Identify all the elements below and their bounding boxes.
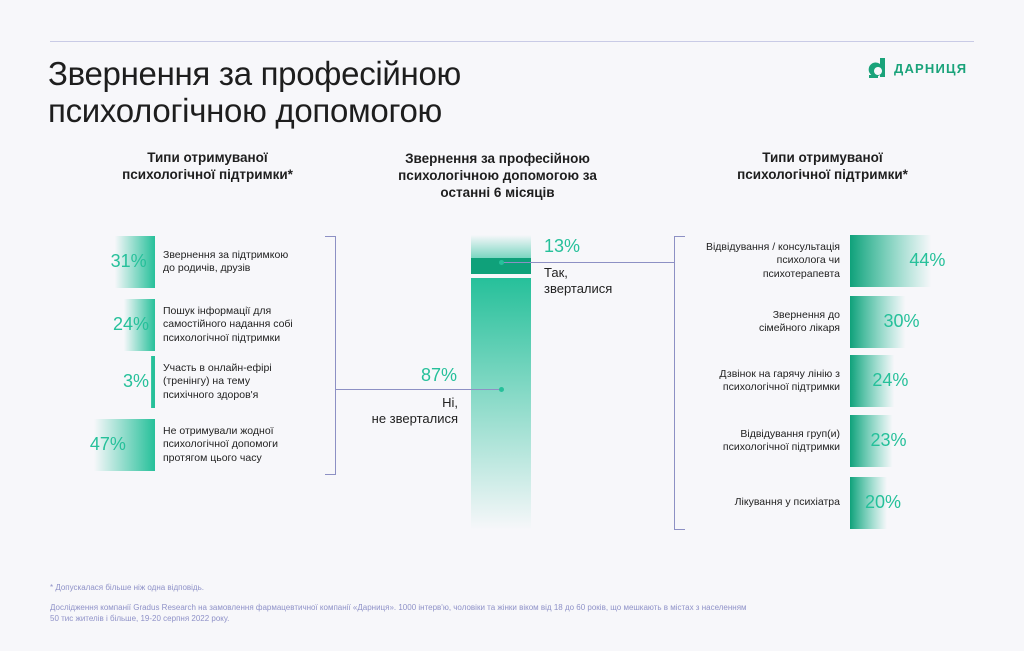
- page-title: Звернення за професійною психологічною д…: [48, 55, 461, 129]
- left-value-label: 3%: [122, 371, 149, 391]
- top-divider: [50, 41, 974, 42]
- no-category-label: Ні, не зверталися: [358, 395, 458, 427]
- no-value-label: 87%: [421, 365, 458, 385]
- yes-label-line-2: зверталися: [544, 281, 613, 296]
- left-bar: [93, 419, 155, 471]
- right-category-line: Відвідування / консультація: [705, 240, 840, 253]
- left-category-line: до родичів, друзів: [163, 262, 251, 274]
- left-category-line: (тренінгу) на тему: [163, 375, 251, 388]
- right-category-line: психолога чи: [776, 254, 840, 267]
- left-header-line-1: Типи отримуваної: [147, 150, 268, 165]
- left-category-label: Не отримували жодної психологічної допомо…: [163, 425, 278, 466]
- left-category-label: Звернення за підтримкою до родичів, друзі…: [163, 249, 288, 276]
- title-line-1: Звернення за професійною: [48, 55, 461, 92]
- right-bar: [850, 355, 895, 407]
- right-category-line: Дзвінок на гарячу лінію з: [719, 367, 840, 380]
- left-value-label: 47%: [89, 434, 126, 454]
- right-category-line: Звернення до: [772, 308, 840, 321]
- middle-header-line-2: психологічною допомогою за: [398, 168, 597, 183]
- left-category-line: протягом цього часу: [163, 451, 262, 464]
- left-category-line: психологічної підтримки: [163, 331, 281, 344]
- middle-header-line-1: Звернення за професійною: [405, 151, 590, 166]
- right-category-label: Відвідування груп(и) психологічної підтри…: [660, 428, 840, 455]
- right-value-label: 23%: [870, 430, 907, 450]
- no-segment: [471, 278, 531, 530]
- left-connector-line: [336, 389, 501, 390]
- darnytsia-logo-icon: [868, 58, 885, 78]
- left-bar: [123, 299, 155, 351]
- left-category-line: Не отримували жодної: [163, 424, 274, 437]
- right-bar: [850, 296, 906, 348]
- left-value-label: 24%: [112, 314, 149, 334]
- right-value-label: 24%: [872, 370, 909, 390]
- logo-text: ДАРНИЦЯ: [894, 60, 968, 76]
- right-bar: [850, 415, 893, 467]
- right-bracket: [674, 236, 685, 530]
- right-category-line: психотерапевта: [762, 267, 840, 280]
- right-category-label: Дзвінок на гарячу лінію з психологічної п…: [660, 368, 840, 395]
- right-category-label: Лікування у психіатра: [660, 496, 840, 510]
- no-connector-dot: [499, 387, 504, 392]
- right-value-label: 30%: [883, 311, 920, 331]
- footnote-multiple-answers: * Допускалася більше ніж одна відповідь.: [50, 583, 204, 592]
- left-bar: [151, 356, 155, 408]
- no-label-line-2: не зверталися: [371, 411, 458, 426]
- left-column-header: Типи отримуваної психологічної підтримки…: [90, 149, 325, 183]
- left-category-line: Участь в онлайн-ефірі: [163, 361, 272, 374]
- footnote-methodology: Дослідження компанії Gradus Research на …: [50, 603, 747, 624]
- right-category-line: Лікування у психіатра: [734, 496, 840, 509]
- right-header-line-1: Типи отримуваної: [762, 150, 883, 165]
- left-category-line: психічного здоров'я: [163, 388, 259, 401]
- right-category-label: Відвідування / консультація психолога чи п…: [660, 241, 840, 282]
- yes-connector-dot: [499, 260, 504, 265]
- left-bar: [114, 236, 155, 288]
- right-value-label: 20%: [864, 492, 901, 512]
- no-label-line-1: Ні,: [442, 395, 458, 410]
- yes-value-label: 13%: [544, 236, 581, 256]
- left-category-label: Участь в онлайн-ефірі (тренінгу) на тему п…: [163, 362, 272, 403]
- right-category-line: Відвідування груп(и): [740, 427, 840, 440]
- left-value-label: 31%: [110, 251, 147, 271]
- left-category-line: самостійного надання собі: [163, 318, 293, 331]
- yes-category-label: Так, зверталися: [544, 265, 612, 297]
- right-connector-line: [501, 262, 674, 263]
- right-value-label: 44%: [909, 250, 946, 270]
- left-category-line: психологічної допомоги: [163, 438, 278, 451]
- footnote-line-1: Дослідження компанії Gradus Research на …: [50, 603, 747, 612]
- right-header-line-2: психологічної підтримки*: [737, 167, 908, 182]
- right-category-line: психологічної підтримки: [722, 441, 840, 453]
- middle-header-line-3: останні 6 місяців: [440, 185, 555, 200]
- yes-label-line-1: Так,: [544, 265, 568, 280]
- left-header-line-2: психологічної підтримки*: [122, 167, 293, 182]
- left-category-label: Пошук інформації для самостійного надання…: [163, 305, 293, 346]
- right-category-line: психологічної підтримки: [722, 381, 840, 393]
- brand-logo: ДАРНИЦЯ: [866, 56, 967, 80]
- right-column-header: Типи отримуваної психологічної підтримки…: [705, 149, 940, 183]
- left-bracket: [325, 236, 336, 475]
- right-category-line: сімейного лікаря: [758, 322, 840, 334]
- left-category-line: Пошук інформації для: [163, 304, 272, 317]
- right-bar: [850, 477, 887, 529]
- right-category-label: Звернення до сімейного лікаря: [660, 309, 840, 336]
- right-bar: [850, 235, 932, 287]
- left-category-line: Звернення за підтримкою: [163, 248, 289, 261]
- title-line-2: психологічною допомогою: [48, 92, 442, 129]
- middle-column-header: Звернення за професійною психологічною д…: [370, 150, 625, 201]
- footnote-line-2: 50 тис жителів і більше, 19-20 серпня 20…: [50, 613, 230, 623]
